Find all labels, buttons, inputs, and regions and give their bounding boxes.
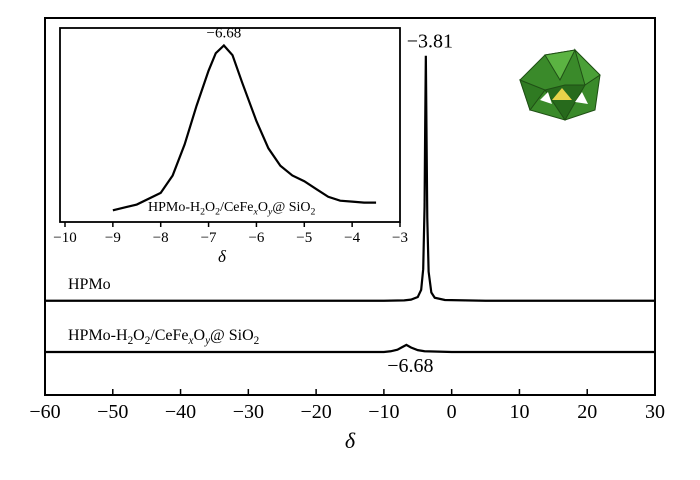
label-part: y: [267, 207, 273, 218]
label-part: O: [194, 327, 206, 344]
x-tick-label: −30: [233, 401, 264, 423]
label-part: O: [133, 327, 145, 344]
peak-label: −6.68: [387, 355, 433, 377]
x-tick-label: −8: [153, 230, 169, 246]
x-tick-label: −5: [296, 230, 312, 246]
label-part: @ SiO: [210, 327, 254, 344]
label-part: O: [205, 200, 215, 215]
x-tick-label: −4: [344, 230, 360, 246]
x-tick-label: −50: [97, 401, 128, 423]
label-part: /CeFe: [150, 327, 188, 344]
label-part: HPMo-H: [148, 200, 200, 215]
x-tick-label: −20: [300, 401, 331, 423]
x-tick-label: −10: [368, 401, 399, 423]
series-line: [45, 343, 655, 354]
x-tick-label: 0: [447, 401, 457, 423]
label-part: 2: [254, 335, 260, 347]
peak-label: −3.81: [407, 31, 453, 53]
inset-frame: [59, 27, 401, 223]
series-label: HPMo-H2O2/CeFexOy@ SiO2: [68, 327, 259, 347]
x-tick-label: −7: [201, 230, 217, 246]
series-line: [45, 55, 655, 302]
x-tick-label: −60: [29, 401, 60, 423]
x-tick-label: −10: [53, 230, 76, 246]
label-part: /CeFe: [220, 200, 253, 215]
x-tick-label: 20: [577, 401, 597, 423]
plot-frame: [44, 17, 656, 396]
x-tick-label: −6: [248, 230, 264, 246]
label-part: 2: [128, 335, 134, 347]
x-tick-label: −9: [105, 230, 121, 246]
x-tick-label: 10: [509, 401, 529, 423]
label-part: 2: [215, 207, 220, 218]
series-label: HPMo: [68, 276, 111, 293]
label-part: @ SiO: [272, 200, 310, 215]
label-part: x: [188, 335, 194, 347]
polyoxometalate-icon: [519, 48, 601, 121]
label-part: 2: [311, 207, 316, 218]
peak-label: −6.68: [207, 25, 242, 41]
x-tick-label: −40: [165, 401, 196, 423]
x-axis-label: δ: [345, 428, 356, 453]
label-part: 2: [145, 335, 151, 347]
label-part: HPMo-H: [68, 327, 128, 344]
x-tick-label: −3: [392, 230, 408, 246]
label-part: 2: [200, 207, 205, 218]
series-line: [112, 43, 377, 212]
inset-x-axis-label: δ: [218, 247, 227, 266]
label-part: y: [204, 335, 210, 347]
label-part: O: [258, 200, 268, 215]
label-part: x: [253, 207, 259, 218]
series-label: HPMo-H2O2/CeFexOy@ SiO2: [148, 200, 316, 218]
x-tick-label: 30: [645, 401, 665, 423]
